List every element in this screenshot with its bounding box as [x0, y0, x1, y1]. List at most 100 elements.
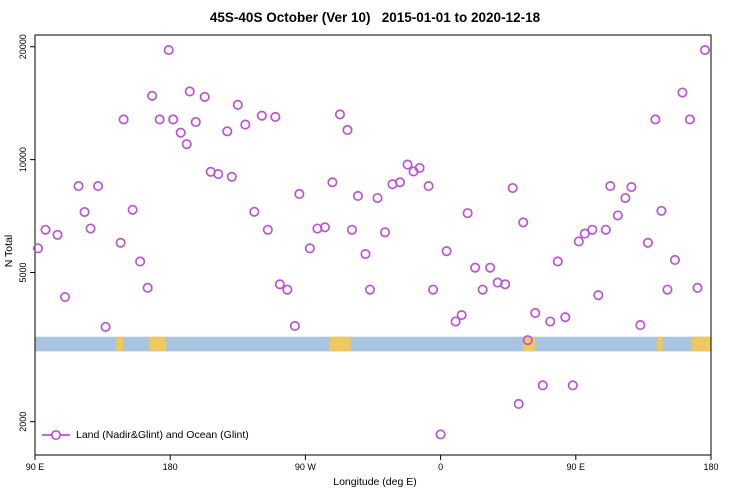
- x-tick-label: 90 W: [295, 462, 317, 472]
- data-point: [232, 99, 243, 110]
- data-point: [184, 86, 195, 97]
- data-point: [181, 139, 192, 150]
- data-point: [450, 316, 461, 327]
- data-point: [423, 181, 434, 192]
- data-point: [115, 237, 126, 248]
- data-point: [605, 181, 616, 192]
- data-point: [294, 188, 305, 199]
- data-point: [635, 320, 646, 331]
- data-point: [692, 282, 703, 293]
- data-point: [168, 114, 179, 125]
- data-point: [435, 429, 446, 440]
- data-point: [587, 224, 598, 235]
- data-point: [175, 127, 186, 138]
- data-point: [270, 111, 281, 122]
- data-point: [346, 224, 358, 235]
- legend: Land (Nadir&Glint) and Ocean (Glint): [41, 429, 249, 441]
- data-point: [93, 181, 104, 192]
- y-tick-label: 10000: [18, 147, 28, 172]
- data-point: [507, 182, 518, 194]
- data-point: [530, 307, 541, 319]
- data-point: [656, 205, 667, 216]
- data-point: [372, 192, 383, 204]
- data-point: [319, 222, 330, 233]
- data-point: [249, 206, 260, 217]
- legend-marker-icon: [42, 429, 70, 441]
- data-point: [213, 169, 224, 180]
- data-point: [567, 380, 578, 391]
- data-point: [334, 109, 346, 120]
- y-tick-label: 20000: [18, 34, 28, 59]
- data-point: [394, 177, 406, 188]
- data-point: [262, 224, 273, 235]
- data-point: [364, 284, 376, 295]
- data-point: [190, 116, 201, 128]
- data-point: [650, 114, 661, 125]
- data-point: [414, 162, 425, 174]
- data-point: [199, 91, 210, 102]
- land-patch: [656, 336, 663, 352]
- x-tick-label: 90 E: [26, 462, 45, 472]
- x-tick-label: 180: [703, 462, 718, 472]
- x-tick-label: 0: [438, 462, 443, 472]
- data-point: [522, 335, 533, 346]
- data-point: [73, 181, 84, 192]
- data-point: [684, 114, 696, 125]
- data-point: [304, 243, 315, 254]
- y-tick-label: 5000: [18, 262, 28, 282]
- data-point: [626, 182, 637, 193]
- data-point: [40, 224, 51, 235]
- data-point: [485, 262, 496, 273]
- data-point: [118, 114, 129, 125]
- data-point: [379, 227, 391, 238]
- land-patch: [329, 336, 351, 352]
- x-tick-label: 180: [163, 462, 178, 472]
- land-patch: [691, 336, 711, 352]
- data-point: [428, 284, 439, 295]
- ocean-band: [35, 336, 711, 352]
- chart-title: 45S-40S October (Ver 10) 2015-01-01 to 2…: [209, 10, 541, 25]
- data-point: [163, 45, 174, 56]
- data-point: [612, 210, 623, 221]
- plot-box: [34, 34, 712, 456]
- data-point: [456, 310, 467, 321]
- data-point: [677, 87, 688, 98]
- y-tick-label: 2000: [18, 412, 28, 432]
- data-point: [222, 126, 233, 137]
- data-point: [593, 290, 604, 301]
- data-point: [154, 114, 165, 125]
- data-point: [600, 224, 611, 235]
- data-point: [327, 177, 338, 188]
- data-point: [500, 279, 511, 290]
- data-point: [669, 254, 680, 266]
- data-point: [79, 206, 90, 218]
- data-point: [477, 284, 488, 295]
- legend-label: Land (Nadir&Glint) and Ocean (Glint): [76, 429, 249, 441]
- data-point: [360, 248, 371, 260]
- data-point: [142, 282, 153, 293]
- data-point: [85, 223, 96, 234]
- data-point: [342, 124, 353, 136]
- data-point: [274, 279, 285, 290]
- data-point: [402, 159, 413, 170]
- data-point: [573, 236, 584, 247]
- data-point: [32, 243, 44, 254]
- data-point: [545, 316, 556, 327]
- data-point: [289, 320, 300, 332]
- data-point: [642, 237, 653, 248]
- y-axis-label: N Total: [3, 234, 15, 268]
- data-point: [240, 119, 251, 130]
- data-point: [537, 380, 548, 391]
- data-point: [441, 246, 452, 257]
- data-point: [513, 398, 524, 410]
- data-point: [127, 204, 138, 215]
- data-point: [470, 262, 481, 273]
- data-point: [52, 229, 63, 240]
- land-patch: [149, 336, 166, 352]
- data-point: [620, 192, 631, 204]
- data-point: [147, 90, 158, 101]
- data-point: [100, 321, 111, 332]
- data-point: [662, 284, 673, 295]
